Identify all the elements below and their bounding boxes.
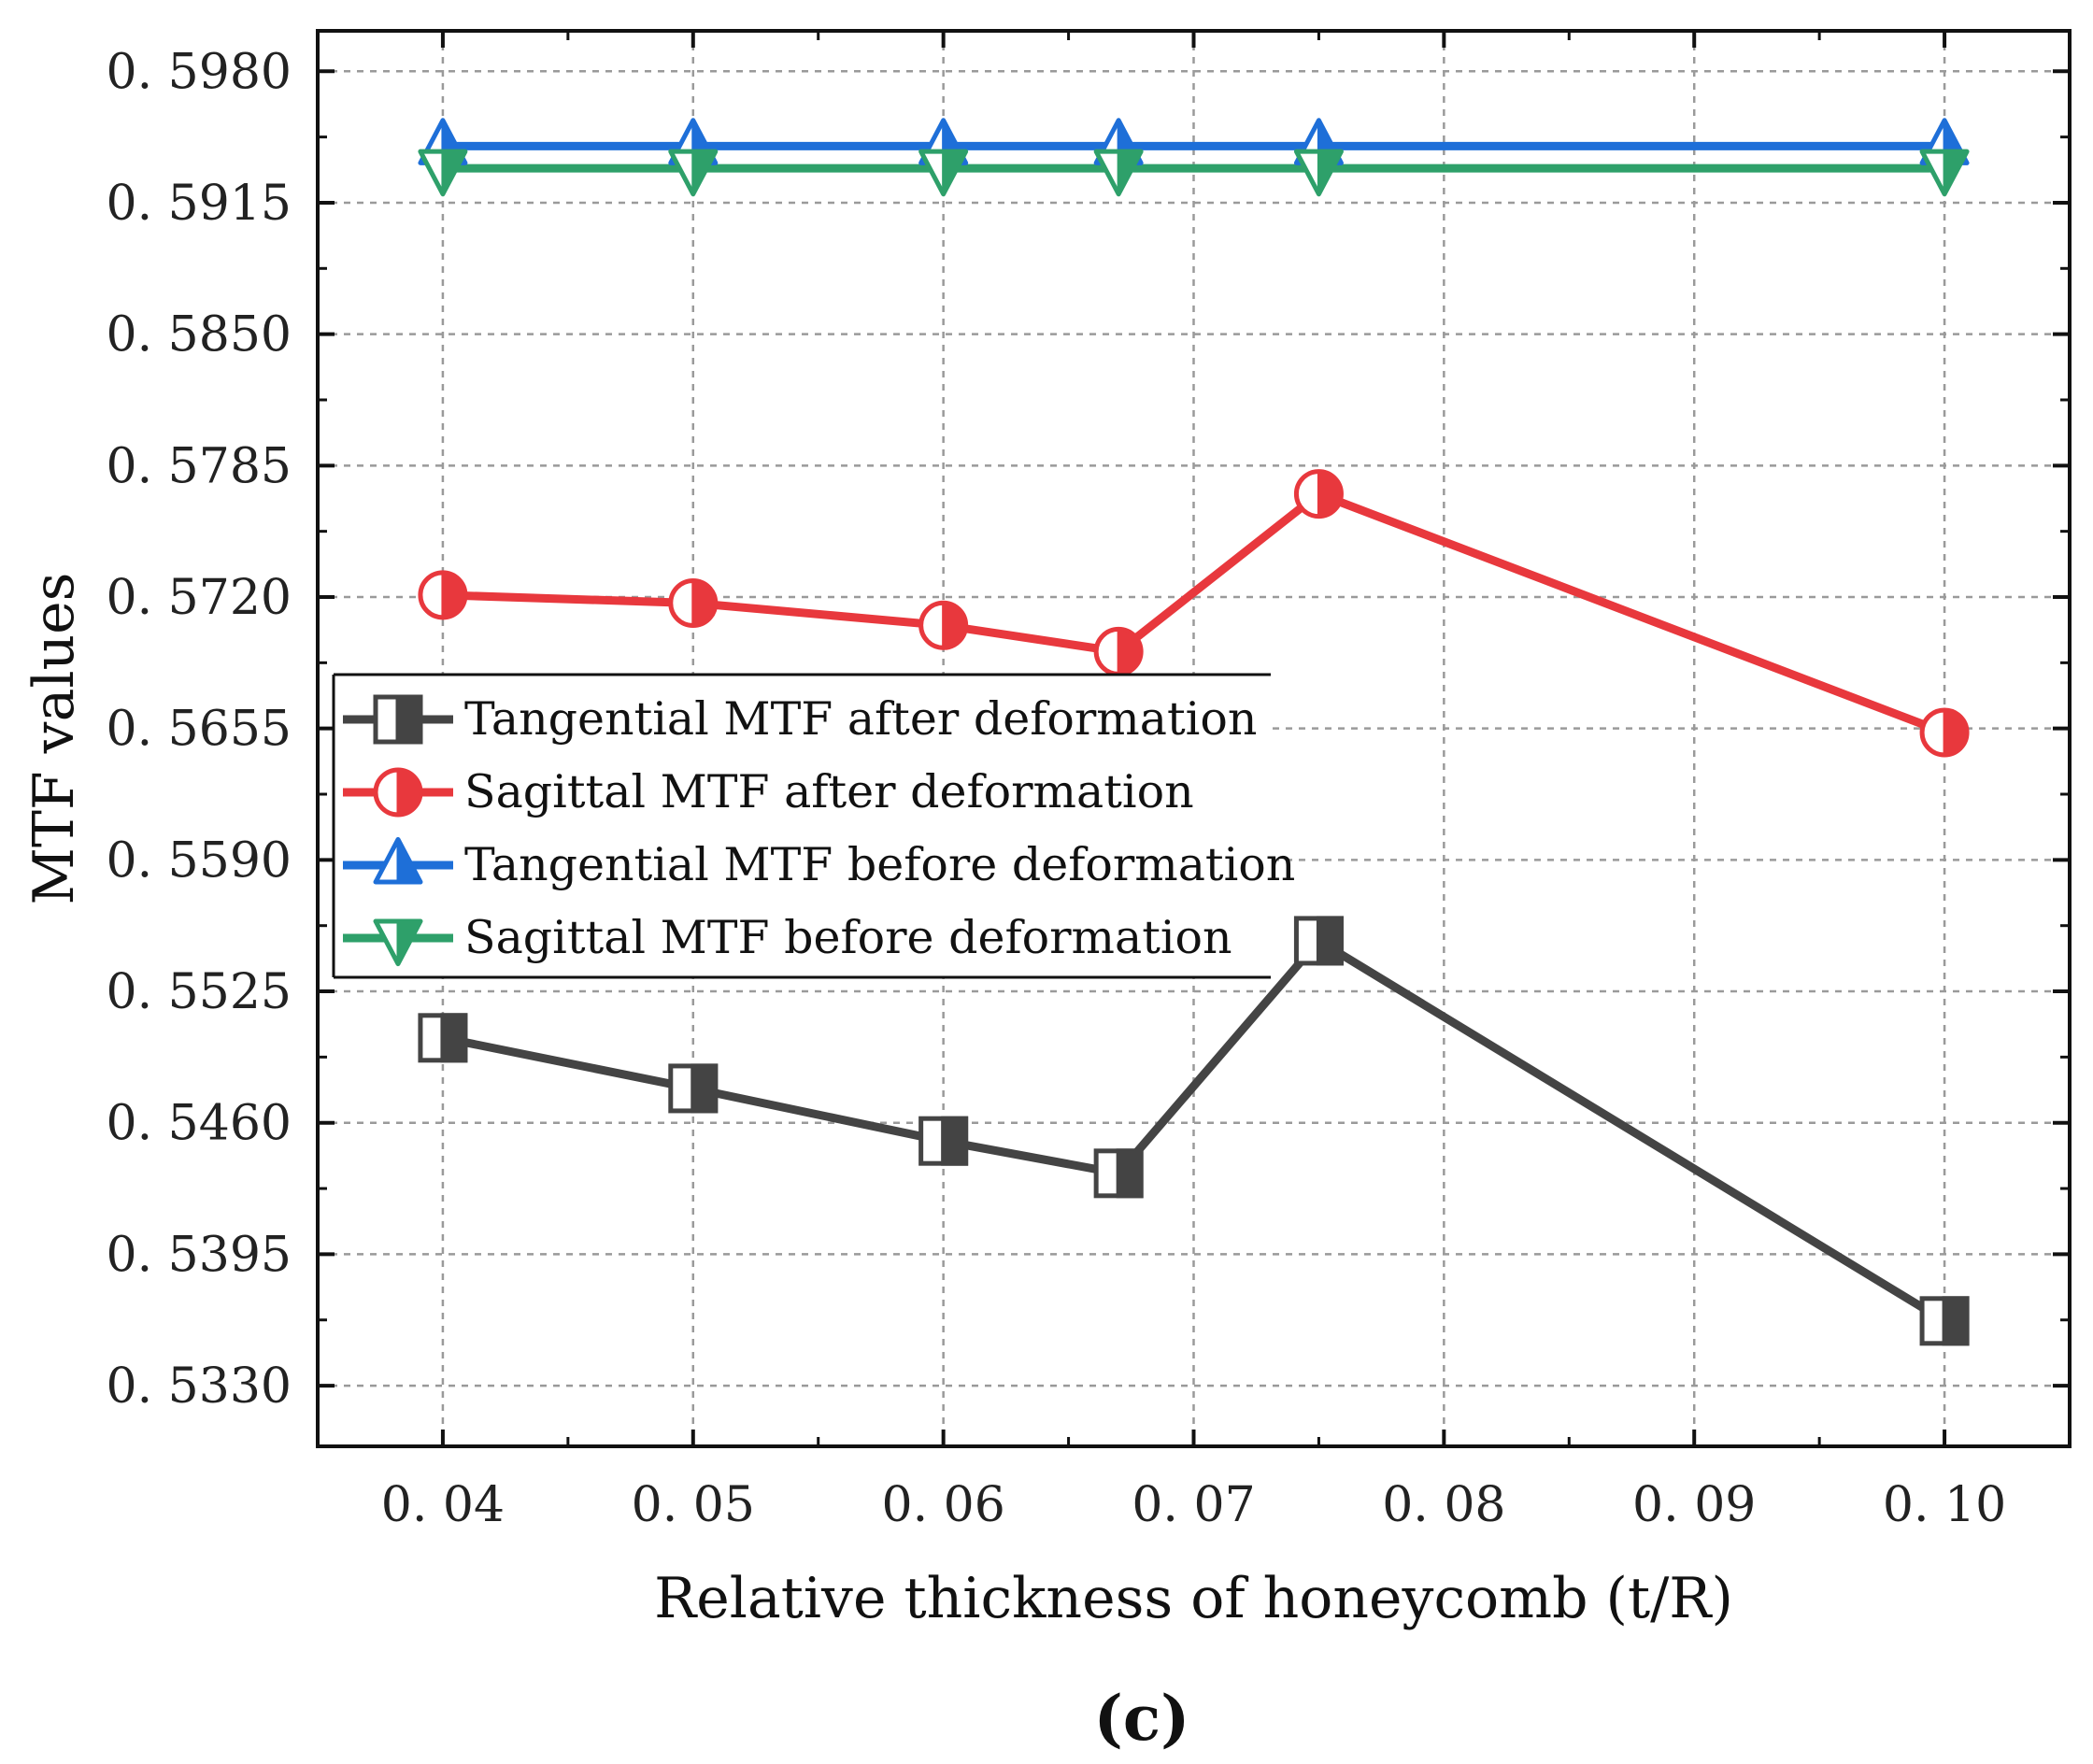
y-tick-label: 0. 5980	[107, 44, 292, 100]
legend-label-3: Tangential MTF before deformation	[464, 838, 1295, 891]
x-tick-label: 0. 09	[1632, 1477, 1756, 1533]
data-point-s2-3	[918, 600, 969, 650]
data-point-s2-4	[1093, 626, 1144, 676]
y-tick-label: 0. 5785	[107, 438, 292, 494]
x-tick-label: 0. 05	[632, 1477, 755, 1533]
plot-frame	[316, 29, 2072, 1448]
legend-marker-1	[373, 694, 423, 745]
x-tick-label: 0. 07	[1132, 1477, 1255, 1533]
legend: Tangential MTF after deformation Sagittal…	[332, 673, 1295, 979]
x-tick-label: 0. 06	[881, 1477, 1004, 1533]
data-point-s1-5	[1293, 916, 1344, 966]
y-tick-labels: 0. 5330 0. 5395 0. 5460 0. 5525 0. 5590 0. 56…	[107, 44, 292, 1415]
legend-marker-2	[373, 767, 423, 818]
data-point-s4-1	[418, 149, 468, 197]
y-tick-label: 0. 5460	[107, 1096, 292, 1152]
legend-label-4: Sagittal MTF before deformation	[464, 911, 1232, 964]
y-axis-title: MTF values	[21, 573, 87, 905]
legend-label-1: Tangential MTF after deformation	[464, 692, 1257, 746]
data-point-s1-1	[418, 1013, 468, 1063]
series-layer	[418, 118, 1970, 1346]
x-tick-label: 0. 04	[381, 1477, 505, 1533]
data-point-s2-1	[418, 570, 468, 620]
y-tick-label: 0. 5590	[107, 832, 292, 889]
x-tick-labels: 0. 04 0. 05 0. 06 0. 07 0. 08 0. 09 0. 10	[381, 1477, 2006, 1533]
data-point-s1-6	[1919, 1296, 1970, 1346]
figure-caption: (c)	[1094, 1682, 1190, 1755]
data-point-s1-3	[918, 1116, 969, 1166]
y-tick-label: 0. 5720	[107, 570, 292, 626]
legend-marker-4	[373, 918, 423, 967]
x-tick-label: 0. 08	[1382, 1477, 1505, 1533]
y-tick-label: 0. 5850	[107, 307, 292, 363]
legend-background	[334, 675, 1271, 977]
data-point-s2-5	[1293, 469, 1344, 519]
series-line-1	[442, 936, 1947, 1325]
y-tick-label: 0. 5395	[107, 1227, 292, 1283]
data-point-s4-4	[1093, 149, 1144, 197]
data-point-s4-2	[668, 149, 719, 197]
y-tick-label: 0. 5655	[107, 702, 292, 758]
data-point-s1-4	[1093, 1148, 1144, 1199]
x-axis-title: Relative thickness of honeycomb (t/R)	[654, 1566, 1733, 1631]
data-point-s2-2	[668, 577, 719, 628]
y-tick-label: 0. 5915	[107, 176, 292, 232]
data-point-s4-5	[1293, 149, 1344, 197]
data-point-s2-6	[1919, 707, 1970, 758]
data-point-s1-2	[668, 1063, 719, 1114]
data-point-s4-6	[1919, 149, 1970, 197]
y-tick-label: 0. 5330	[107, 1359, 292, 1415]
legend-marker-3	[373, 836, 423, 885]
legend-label-2: Sagittal MTF after deformation	[464, 765, 1194, 818]
data-point-s4-3	[918, 149, 969, 197]
series-line-2	[442, 490, 1946, 737]
x-tick-label: 0. 10	[1883, 1477, 2006, 1533]
y-tick-label: 0. 5525	[107, 964, 292, 1020]
